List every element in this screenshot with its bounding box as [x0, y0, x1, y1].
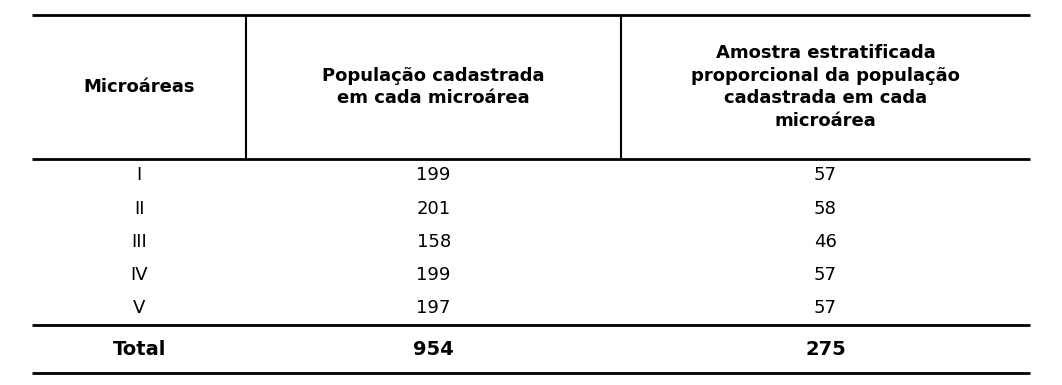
Text: 201: 201: [416, 199, 450, 218]
Text: II: II: [134, 199, 144, 218]
Text: 197: 197: [416, 300, 451, 318]
Text: I: I: [137, 166, 142, 184]
Text: V: V: [133, 300, 145, 318]
Text: 57: 57: [813, 300, 837, 318]
Text: 46: 46: [815, 233, 837, 251]
Text: 57: 57: [813, 166, 837, 184]
Text: 57: 57: [813, 266, 837, 284]
Text: Amostra estratificada
proporcional da população
cadastrada em cada
microárea: Amostra estratificada proporcional da po…: [691, 44, 960, 131]
Text: 58: 58: [815, 199, 837, 218]
Text: IV: IV: [131, 266, 148, 284]
Text: 199: 199: [416, 266, 451, 284]
Text: População cadastrada
em cada microárea: População cadastrada em cada microárea: [323, 67, 545, 107]
Text: Total: Total: [113, 340, 166, 359]
Text: 275: 275: [805, 340, 845, 359]
Text: 954: 954: [413, 340, 455, 359]
Text: Microáreas: Microáreas: [84, 78, 195, 96]
Text: III: III: [132, 233, 147, 251]
Text: 158: 158: [416, 233, 450, 251]
Text: 199: 199: [416, 166, 451, 184]
